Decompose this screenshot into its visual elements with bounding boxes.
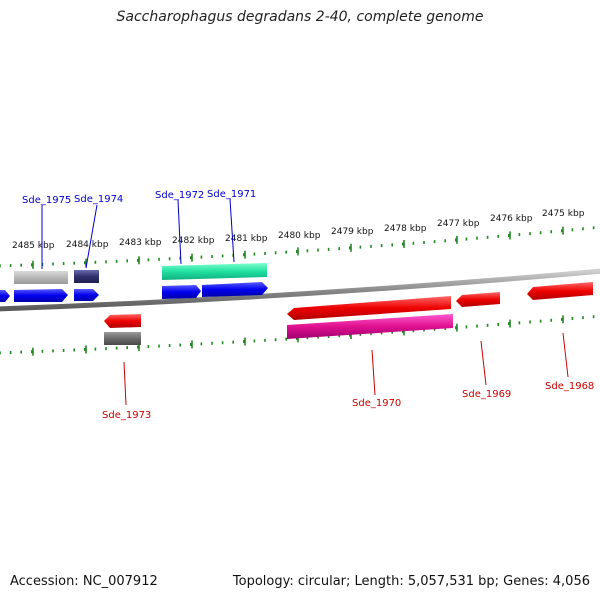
gene-labels: Sde_1975 Sde_1974 Sde_1972 Sde_1971 Sde_…	[22, 189, 594, 421]
lower-tick-track	[0, 315, 595, 356]
leader-sde-1970	[371, 349, 376, 396]
scale-label-2483: 2483 kbp	[119, 238, 162, 248]
scale-label-2481: 2481 kbp	[225, 234, 268, 244]
scale-label-2476: 2476 kbp	[490, 214, 533, 224]
gene-label-sde-1970[interactable]: Sde_1970	[352, 398, 401, 409]
leader-sde-1971	[229, 198, 235, 263]
leader-sde-1968	[562, 332, 569, 378]
gene-leader-lines	[41, 198, 569, 406]
reverse-strand-genes	[104, 282, 593, 345]
scale-labels: 2485 kbp 2484 kbp 2483 kbp 2482 kbp 2481…	[12, 209, 585, 251]
gene-arrow-f3[interactable]	[74, 289, 99, 301]
gene-label-sde-1971[interactable]: Sde_1971	[207, 189, 256, 200]
scale-label-2478: 2478 kbp	[384, 224, 427, 234]
leader-sde-1973	[123, 361, 127, 406]
gene-label-sde-1973[interactable]: Sde_1973	[102, 410, 151, 421]
gene-arrow-r3[interactable]	[456, 292, 500, 307]
gene-label-sde-1974[interactable]: Sde_1974	[74, 194, 123, 205]
genome-backbone	[0, 268, 600, 312]
accession-text: Accession: NC_007912	[10, 574, 158, 589]
gene-arrow-r1[interactable]	[104, 314, 141, 328]
gene-arrow-f2[interactable]	[14, 289, 68, 302]
gene-sde-1970-box[interactable]	[287, 314, 453, 339]
gene-arrow-f4[interactable]	[162, 285, 201, 299]
gene-label-sde-1969[interactable]: Sde_1969	[462, 389, 511, 400]
gene-sde-1975-box[interactable]	[14, 271, 68, 284]
genome-summary-text: Topology: circular; Length: 5,057,531 bp…	[232, 574, 590, 589]
leader-sde-1972	[177, 199, 182, 265]
scale-label-2484: 2484 kbp	[66, 240, 109, 250]
gene-label-sde-1968[interactable]: Sde_1968	[545, 381, 594, 392]
gene-arrow-r4[interactable]	[527, 282, 593, 300]
gene-sde-1972-box[interactable]	[162, 263, 267, 280]
forward-strand-genes	[0, 263, 268, 302]
gene-label-sde-1975[interactable]: Sde_1975	[22, 195, 71, 206]
scale-label-2480: 2480 kbp	[278, 231, 321, 241]
diagram-title: Saccharophagus degradans 2-40, complete …	[116, 9, 484, 25]
scale-label-2479: 2479 kbp	[331, 227, 374, 237]
gene-sde-1973-box[interactable]	[104, 332, 141, 345]
scale-label-2475: 2475 kbp	[542, 209, 585, 219]
gene-arrow-r2[interactable]	[287, 296, 451, 320]
gene-sde-1974-box[interactable]	[74, 270, 99, 283]
gene-label-sde-1972[interactable]: Sde_1972	[155, 190, 204, 201]
scale-label-2477: 2477 kbp	[437, 219, 480, 229]
scale-label-2485: 2485 kbp	[12, 241, 55, 251]
leader-sde-1974	[85, 204, 98, 269]
scale-label-2482: 2482 kbp	[172, 236, 215, 246]
gene-arrow-f1[interactable]	[0, 290, 10, 302]
gene-arrow-f5[interactable]	[202, 282, 268, 297]
leader-sde-1969	[480, 340, 487, 386]
